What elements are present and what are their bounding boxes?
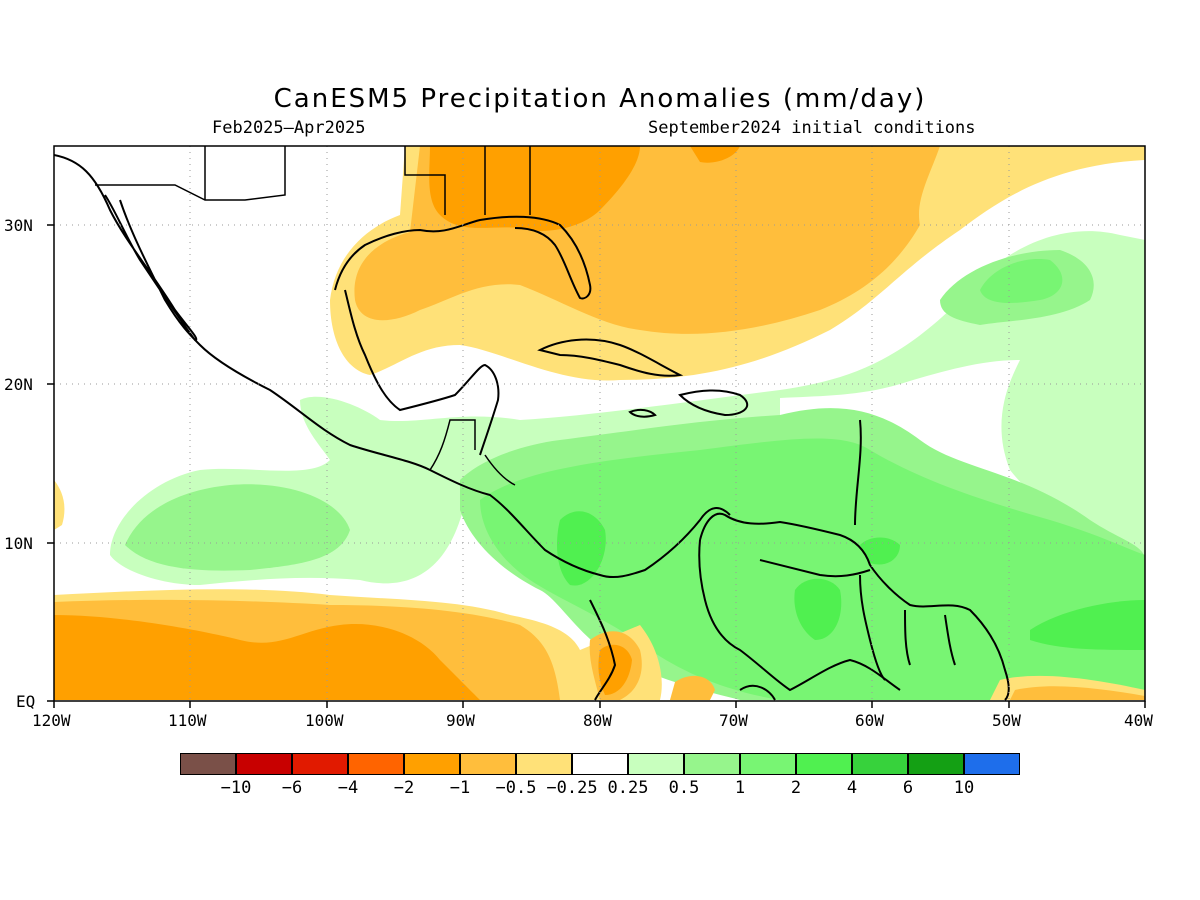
dry-core-north [429, 146, 640, 231]
wet-core-atlantic [980, 259, 1063, 303]
legend-label: 2 [790, 778, 802, 798]
legend-swatch [628, 753, 684, 775]
wet-region-pacific-green [125, 484, 350, 571]
legend-swatch [236, 753, 292, 775]
legend-swatch [964, 753, 1020, 775]
lon-label-40w: 40W [1124, 711, 1153, 730]
coastlines [54, 154, 1010, 701]
lon-label-50w: 50W [992, 711, 1021, 730]
borders [95, 146, 531, 486]
lon-label-110w: 110W [168, 711, 207, 730]
legend-swatch [460, 753, 516, 775]
legend-label: 1 [734, 778, 746, 798]
wet-core-south [557, 511, 606, 586]
legend-label: 10 [953, 778, 975, 798]
legend-swatch [516, 753, 572, 775]
dry-patch-mid [670, 675, 715, 700]
lat-label-10n: 10N [4, 534, 33, 553]
legend-swatch [796, 753, 852, 775]
legend-swatch [852, 753, 908, 775]
legend-label: −0.5 [495, 778, 537, 798]
graticule [54, 146, 1145, 701]
dry-patch-se-orange [1010, 686, 1145, 700]
lon-label-100w: 100W [305, 711, 344, 730]
lon-label-60w: 60W [855, 711, 884, 730]
dry-core-north-2 [690, 146, 740, 163]
legend-swatch [180, 753, 236, 775]
axis-ticks [47, 224, 1146, 708]
map-title: CanESM5 Precipitation Anomalies (mm/day) [273, 84, 927, 114]
legend-label: −0.25 [546, 778, 598, 798]
season-label: Feb2025–Apr2025 [212, 118, 366, 138]
lon-label-90w: 90W [446, 711, 475, 730]
wet-core-south-2 [794, 578, 842, 640]
wet-core-east-2 [860, 537, 900, 565]
legend-label: −10 [220, 778, 252, 798]
lat-label-20n: 20N [4, 375, 33, 394]
legend-label: −1 [449, 778, 471, 798]
legend-label: 0.25 [607, 778, 649, 798]
wet-core-east [1030, 600, 1145, 650]
legend-swatch [572, 753, 628, 775]
dry-patch-west [54, 480, 65, 530]
lat-label-eq: EQ [16, 692, 36, 711]
initial-conditions-label: September2024 initial conditions [648, 118, 976, 138]
legend-label: 4 [846, 778, 858, 798]
anomaly-shading [54, 146, 1145, 701]
legend-label: −6 [281, 778, 303, 798]
legend-label: −2 [393, 778, 415, 798]
legend-label: −4 [337, 778, 359, 798]
lon-label-80w: 80W [583, 711, 612, 730]
legend-swatch [684, 753, 740, 775]
dry-core-south [54, 615, 480, 700]
legend-swatch [908, 753, 964, 775]
legend-swatch [348, 753, 404, 775]
lon-label-70w: 70W [719, 711, 748, 730]
wet-region-atlantic [110, 231, 1145, 585]
legend-swatch [404, 753, 460, 775]
lat-label-30n: 30N [4, 216, 33, 235]
legend-swatch [292, 753, 348, 775]
legend-swatch [740, 753, 796, 775]
legend-label: 6 [902, 778, 914, 798]
lon-label-120w: 120W [32, 711, 71, 730]
legend-label: 0.5 [668, 778, 700, 798]
